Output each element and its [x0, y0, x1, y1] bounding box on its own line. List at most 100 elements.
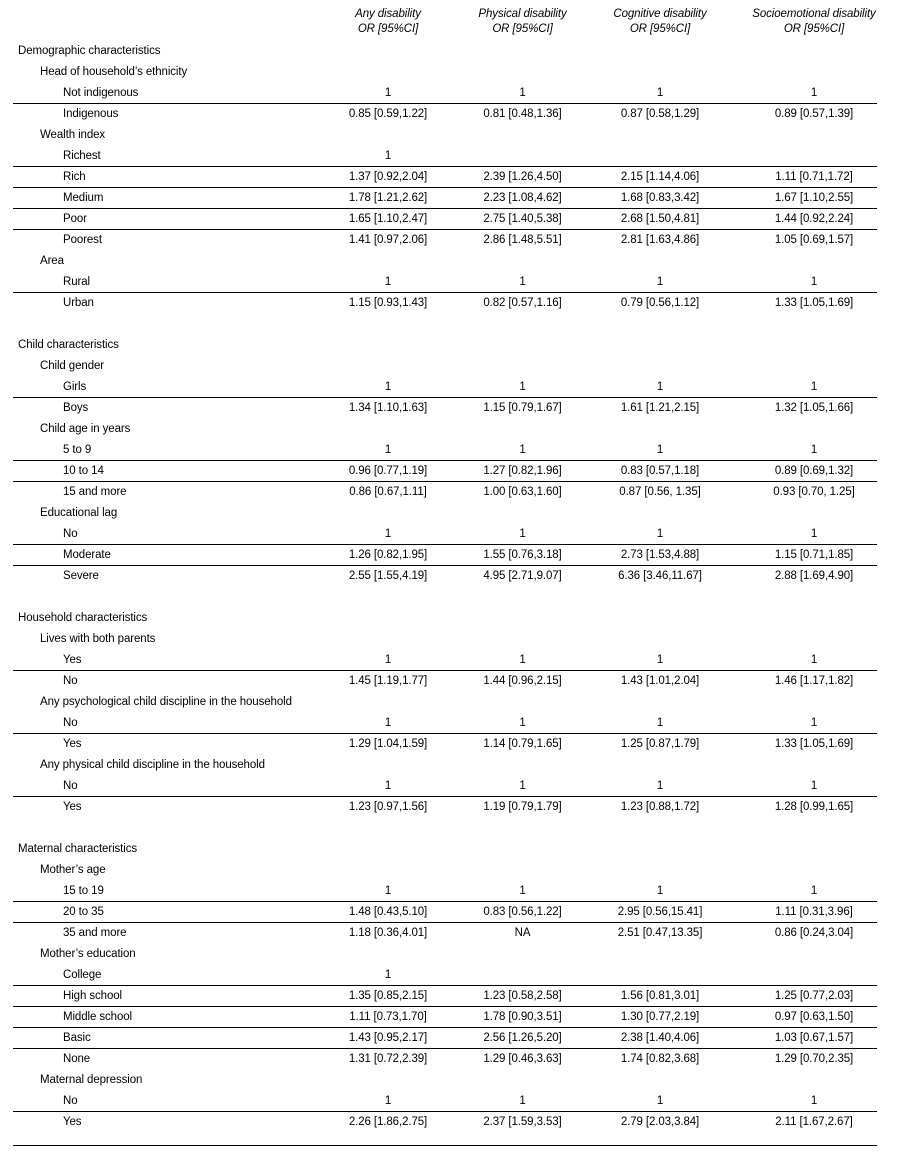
group-label-row: Educational lag [13, 502, 877, 523]
or-ci-value-cell: 1.44 [0.92,2.24] [774, 213, 854, 225]
row-label: Medium [63, 192, 104, 204]
section-header-row: Child characteristics [13, 334, 877, 355]
or-ci-value-cell: 0.86 [0.67,1.11] [349, 486, 427, 498]
or-ci-value-cell: 1.30 [0.77,2.19] [620, 1011, 700, 1023]
reference-value-cell: 1 [384, 884, 392, 897]
reference-row: Yes 1 1 1 1 [13, 649, 877, 670]
section-header-row: Household characteristics [13, 607, 877, 628]
reference-value-cell: 1 [810, 527, 818, 540]
reference-row: Richest 1 [13, 145, 877, 166]
row-label: Poor [63, 213, 87, 225]
or-ci-value-cell: 1.48 [0.43,5.10] [348, 906, 428, 918]
or-ci-value-cell: 2.86 [1.48,5.51] [483, 234, 562, 246]
or-ci-value-cell: 1.43 [0.95,2.17] [348, 1032, 428, 1044]
reference-value-cell: 1 [810, 653, 818, 666]
row-label: Yes [63, 801, 82, 813]
row-label: 35 and more [63, 927, 127, 939]
or-ci-value-cell: 1.41 [0.97,2.06] [348, 234, 428, 246]
reference-value-cell: 1 [384, 716, 392, 729]
column-header-1: Any disability OR [95%CI] [320, 4, 456, 37]
data-row: Severe 2.55 [1.55,4.19] 4.95 [2.71,9.07] 6.… [13, 565, 877, 586]
reference-value-cell: 1 [519, 443, 526, 456]
or-ci-value-cell: 1.37 [0.92,2.04] [348, 171, 428, 183]
reference-value-cell: 1 [519, 86, 526, 99]
reference-value-cell: 1 [810, 884, 818, 897]
section-header-row: Maternal characteristics [13, 838, 877, 859]
row-label: Girls [63, 380, 87, 393]
data-row: High school 1.35 [0.85,2.15] 1.23 [0.58,2.… [13, 985, 877, 1006]
or-ci-value-cell: 1.68 [0.83,3.42] [620, 192, 700, 204]
data-row: Rich 1.37 [0.92,2.04] 2.39 [1.26,4.50] 2.15… [13, 166, 877, 187]
section-spacer [13, 817, 877, 838]
reference-value-cell: 1 [384, 443, 392, 456]
or-ci-value-cell: 1.25 [0.87,1.79] [620, 738, 700, 750]
group-label: Wealth index [40, 128, 106, 141]
data-row: 15 and more 0.86 [0.67,1.11] 1.00 [0.63,1.… [13, 481, 877, 502]
column-header-title: Physical disability [478, 8, 567, 20]
or-ci-value-cell: 1.15 [0.79,1.67] [483, 402, 562, 414]
reference-value-cell: 1 [810, 443, 818, 456]
group-label: Educational lag [40, 506, 118, 519]
reference-value-cell: 1 [519, 380, 526, 393]
or-ci-value-cell: 2.88 [1.69,4.90] [774, 570, 854, 582]
group-label: Child gender [40, 359, 105, 372]
or-ci-value-cell: 0.85 [0.59,1.22] [348, 108, 428, 120]
row-label: Rich [63, 171, 86, 183]
or-ci-value-cell: 1.46 [1.17,1.82] [774, 675, 854, 687]
or-ci-value-cell: 2.38 [1.40,4.06] [620, 1032, 700, 1044]
data-row: Poor 1.65 [1.10,2.47] 2.75 [1.40,5.38] 2.68… [13, 208, 877, 229]
row-label: 5 to 9 [63, 443, 92, 456]
section-title: Demographic characteristics [18, 44, 161, 57]
reference-value-cell: 1 [384, 380, 392, 393]
row-label: Yes [63, 653, 82, 666]
group-label: Mother’s education [40, 947, 136, 960]
reference-row: No 1 1 1 1 [13, 1090, 877, 1111]
section-title: Household characteristics [18, 611, 148, 624]
column-header-2: Physical disability OR [95%CI] [456, 4, 589, 37]
row-label: No [63, 716, 78, 729]
group-label-row: Child gender [13, 355, 877, 376]
group-label-row: Lives with both parents [13, 628, 877, 649]
data-row: 35 and more 1.18 [0.36,4.01] NA 2.51 [0.47,… [13, 922, 877, 943]
reference-row: 15 to 19 1 1 1 1 [13, 880, 877, 901]
data-row: No 1.45 [1.19,1.77] 1.44 [0.96,2.15] 1.43 [… [13, 670, 877, 691]
data-row: Yes 1.23 [0.97,1.56] 1.19 [0.79,1.79] 1.23 … [13, 796, 877, 817]
row-label: No [63, 527, 78, 540]
or-ci-value-cell: 0.89 [0.57,1.39] [774, 108, 854, 120]
group-label-row: Maternal depression [13, 1069, 877, 1090]
or-ci-value-cell: 0.87 [0.56, 1.35] [619, 486, 701, 498]
section-title: Child characteristics [18, 338, 119, 351]
reference-value-cell: 1 [656, 380, 664, 393]
group-label-row: Mother’s age [13, 859, 877, 880]
data-row: 10 to 14 0.96 [0.77,1.19] 1.27 [0.82,1.96]… [13, 460, 877, 481]
reference-value-cell: 1 [810, 86, 818, 99]
reference-value-cell: 1 [519, 527, 526, 540]
or-ci-value-cell: 1.27 [0.82,1.96] [483, 465, 562, 477]
row-label: Basic [63, 1032, 91, 1044]
reference-value-cell: 1 [810, 380, 818, 393]
row-label: Poorest [63, 234, 102, 246]
data-row: Middle school 1.11 [0.73,1.70] 1.78 [0.90,… [13, 1006, 877, 1027]
column-header-title: Socioemotional disability [752, 8, 876, 20]
or-ci-value-cell: 1.29 [0.70,2.35] [774, 1053, 854, 1065]
or-ci-value-cell: NA [514, 927, 531, 939]
column-header-subtitle: OR [95%CI] [629, 23, 691, 35]
or-ci-value-cell: 1.18 [0.36,4.01] [348, 927, 428, 939]
or-ci-value-cell: 1.33 [1.05,1.69] [774, 738, 854, 750]
or-ci-value-cell: 1.14 [0.79,1.65] [483, 738, 562, 750]
row-label: College [63, 968, 102, 981]
reference-value-cell: 1 [810, 716, 818, 729]
or-ci-value-cell: 1.44 [0.96,2.15] [483, 675, 562, 687]
reference-row: College 1 [13, 964, 877, 985]
or-ci-value-cell: 1.03 [0.67,1.57] [774, 1032, 854, 1044]
reference-value-cell: 1 [384, 527, 392, 540]
row-label: No [63, 1094, 78, 1107]
header-spacer-cell [13, 4, 320, 7]
group-label-row: Head of household’s ethnicity [13, 61, 877, 82]
or-ci-value-cell: 0.81 [0.48,1.36] [483, 108, 562, 120]
or-ci-value-cell: 2.23 [1.08,4.62] [483, 192, 562, 204]
or-ci-value-cell: 0.96 [0.77,1.19] [348, 465, 428, 477]
table-bottom-rule [13, 1145, 877, 1146]
reference-row: Rural 1 1 1 1 [13, 271, 877, 292]
